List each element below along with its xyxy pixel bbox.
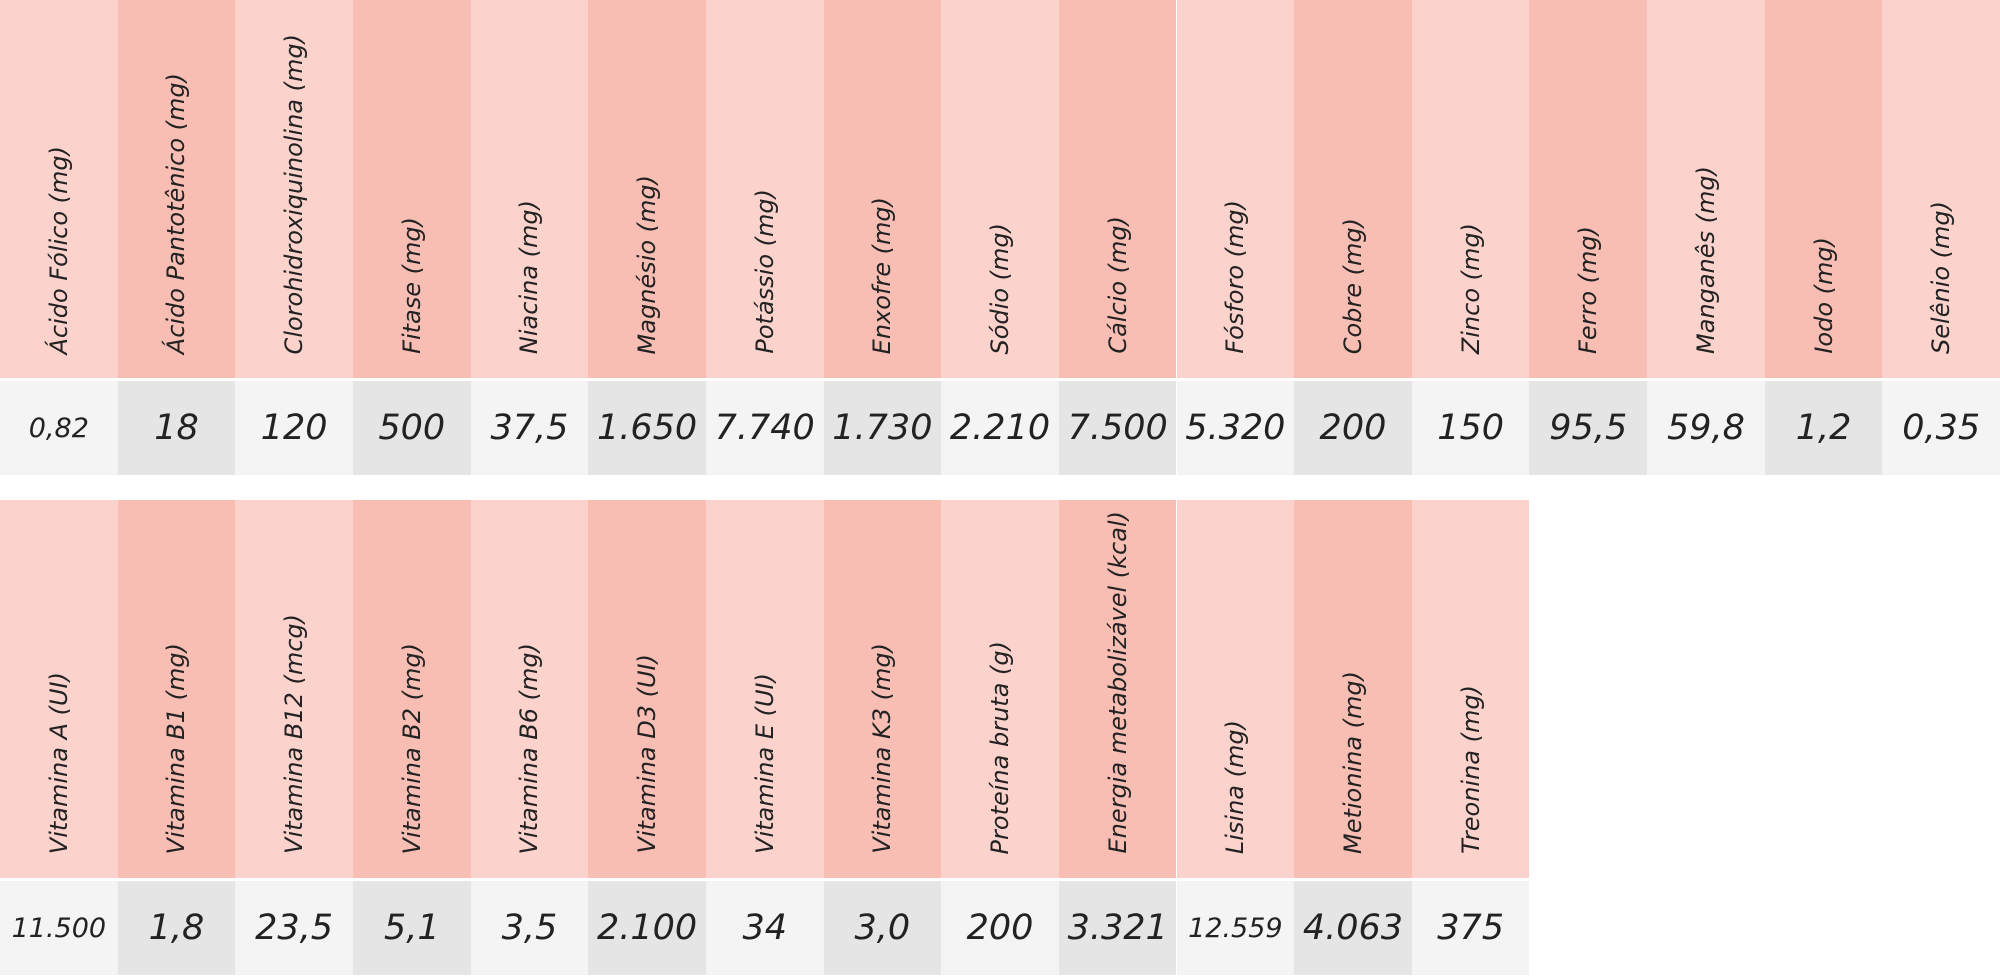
value-cell: 34	[705, 881, 824, 975]
header-cell: Zinco (mg)	[1411, 0, 1530, 378]
header-cell: Ácido Fólico (mg)	[0, 0, 118, 378]
header-cell: Vitamina K3 (mg)	[823, 500, 942, 878]
header-text: Ácido Pantotênico (mg)	[162, 72, 191, 354]
value-cell: 2.210	[941, 381, 1059, 475]
value-cell: 3,0	[823, 881, 942, 975]
value-cell: 18	[117, 381, 236, 475]
header-text: Vitamina D3 (UI)	[633, 654, 662, 854]
header-text: Potássio (mg)	[750, 189, 779, 354]
header-text: Iodo (mg)	[1809, 237, 1838, 354]
header-text: Sódio (mg)	[986, 222, 1014, 354]
header-cell: Proteína bruta (g)	[941, 500, 1059, 878]
header-text: Lisina (mg)	[1221, 719, 1250, 854]
table: Vitamina A (UI) 11.500 Vitamina B1 (mg) 1,8…	[0, 500, 1530, 976]
header-cell: Vitamina A (UI)	[0, 500, 118, 878]
value-cell: 7.500	[1058, 381, 1177, 475]
header-text: Vitamina B1 (mg)	[162, 642, 191, 855]
header-cell: Selênio (mg)	[1882, 0, 2000, 378]
header-text: Fitase (mg)	[397, 217, 426, 354]
header-cell: Potássio (mg)	[705, 0, 824, 378]
value-cell: 4.063	[1294, 881, 1412, 975]
header-text: Fósforo (mg)	[1221, 200, 1250, 354]
header-cell: Iodo (mg)	[1764, 0, 1883, 378]
value-cell: 375	[1411, 881, 1530, 975]
value-cell: 1,8	[117, 881, 236, 975]
header-cell: Niacina (mg)	[470, 0, 589, 378]
header-text: Metionina (mg)	[1338, 671, 1367, 854]
header-text: Selênio (mg)	[1927, 201, 1956, 354]
header-text: Enxofre (mg)	[868, 196, 897, 354]
value-cell: 200	[1294, 381, 1412, 475]
header-cell: Lisina (mg)	[1176, 500, 1295, 878]
value-cell: 12.559	[1176, 881, 1295, 975]
header-text: Vitamina A (UI)	[44, 671, 73, 854]
header-cell: Ácido Pantotênico (mg)	[117, 0, 236, 378]
header-text: Proteína bruta (g)	[986, 640, 1014, 854]
header-cell: Clorohidroxiquinolina (mg)	[235, 0, 353, 378]
header-text: Niacina (mg)	[515, 199, 544, 354]
value-cell: 3,5	[470, 881, 589, 975]
header-cell: Vitamina D3 (UI)	[588, 500, 706, 878]
value-cell: 95,5	[1529, 381, 1648, 475]
header-text: Treonina (mg)	[1456, 685, 1485, 854]
value-cell: 23,5	[235, 881, 353, 975]
header-cell: Vitamina B12 (mcg)	[235, 500, 353, 878]
header-cell: Cálcio (mg)	[1058, 0, 1177, 378]
value-cell: 59,8	[1647, 381, 1765, 475]
header-cell: Vitamina E (UI)	[705, 500, 824, 878]
value-cell: 37,5	[470, 381, 589, 475]
table: Ácido Fólico (mg) 0,82 Ácido Pantotênico (…	[0, 0, 2000, 476]
value-cell: 5.320	[1176, 381, 1295, 475]
value-cell: 150	[1411, 381, 1530, 475]
value-cell: 5,1	[352, 881, 471, 975]
header-text: Manganês (mg)	[1691, 165, 1720, 354]
header-text: Vitamina E (UI)	[750, 673, 779, 854]
header-cell: Cobre (mg)	[1294, 0, 1412, 378]
header-cell: Vitamina B2 (mg)	[352, 500, 471, 878]
header-cell: Ferro (mg)	[1529, 0, 1648, 378]
header-cell: Enxofre (mg)	[823, 0, 942, 378]
header-cell: Energia metabolizável (kcal)	[1058, 500, 1177, 878]
header-cell: Sódio (mg)	[941, 0, 1059, 378]
header-text: Cobre (mg)	[1338, 217, 1367, 354]
value-cell: 1.650	[588, 381, 706, 475]
header-text: Cálcio (mg)	[1103, 216, 1132, 354]
header-text: Ácido Fólico (mg)	[44, 145, 73, 355]
header-cell: Metionina (mg)	[1294, 500, 1412, 878]
header-cell: Fitase (mg)	[352, 0, 471, 378]
header-cell: Magnésio (mg)	[588, 0, 706, 378]
header-text: Vitamina B12 (mcg)	[280, 614, 309, 854]
value-cell: 120	[235, 381, 353, 475]
header-text: Vitamina K3 (mg)	[868, 643, 897, 854]
value-cell: 200	[941, 881, 1059, 975]
value-cell: 1.730	[823, 381, 942, 475]
header-cell: Fósforo (mg)	[1176, 0, 1295, 378]
header-text: Vitamina B2 (mg)	[397, 642, 426, 855]
header-text: Energia metabolizável (kcal)	[1103, 511, 1132, 854]
value-cell: 3.321	[1058, 881, 1177, 975]
value-cell: 0,82	[0, 381, 118, 475]
header-text: Vitamina B6 (mg)	[515, 642, 544, 855]
header-text: Zinco (mg)	[1456, 222, 1485, 354]
value-cell: 11.500	[0, 881, 118, 975]
header-cell: Manganês (mg)	[1647, 0, 1765, 378]
value-cell: 2.100	[588, 881, 706, 975]
value-cell: 1,2	[1764, 381, 1883, 475]
header-cell: Vitamina B1 (mg)	[117, 500, 236, 878]
header-text: Clorohidroxiquinolina (mg)	[280, 33, 309, 354]
header-cell: Treonina (mg)	[1411, 500, 1530, 878]
header-cell: Vitamina B6 (mg)	[470, 500, 589, 878]
header-text: Magnésio (mg)	[633, 174, 662, 354]
value-cell: 500	[352, 381, 471, 475]
value-cell: 7.740	[705, 381, 824, 475]
value-cell: 0,35	[1882, 381, 2000, 475]
header-text: Ferro (mg)	[1574, 226, 1603, 354]
